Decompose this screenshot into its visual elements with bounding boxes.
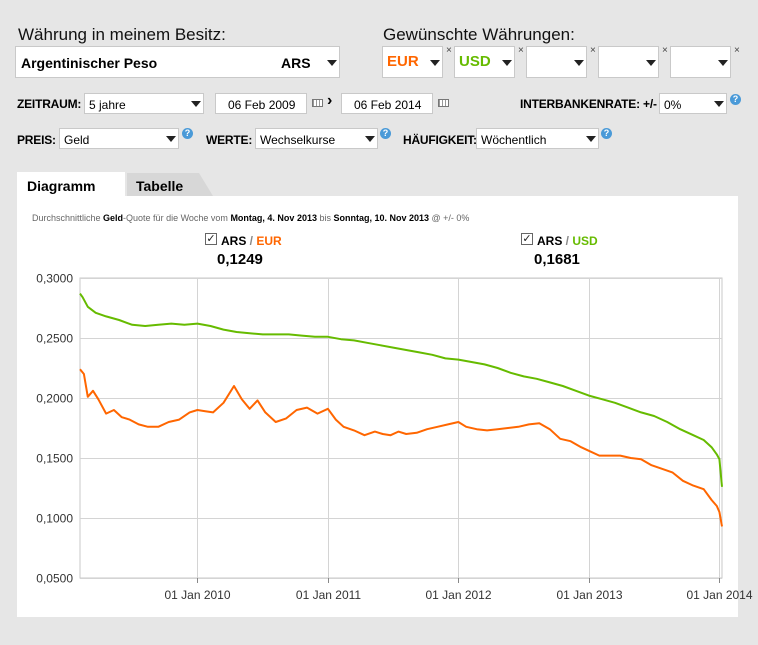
date-from-input[interactable]: 06 Feb 2009 xyxy=(215,93,307,114)
werte-select[interactable]: Wechselkurse xyxy=(255,128,378,149)
date-from-value: 06 Feb 2009 xyxy=(228,98,296,112)
legend-checkbox-eur[interactable]: ✓ xyxy=(205,233,217,245)
owned-currency-select[interactable]: Argentinischer Peso ARS xyxy=(15,46,340,78)
chevron-down-icon xyxy=(714,101,724,107)
zeitraum-select[interactable]: 5 jahre xyxy=(84,93,204,114)
wanted-currency-code-1: EUR xyxy=(387,53,419,70)
remove-currency-1-icon[interactable]: × xyxy=(446,45,452,56)
chevron-down-icon xyxy=(365,136,375,142)
tab-tabelle[interactable]: Tabelle xyxy=(127,173,213,196)
date-to-value: 06 Feb 2014 xyxy=(354,98,422,112)
chevron-down-icon xyxy=(586,136,596,142)
chevron-down-icon xyxy=(166,136,176,142)
zeitraum-label: ZEITRAUM: xyxy=(17,97,82,111)
interbank-value: 0% xyxy=(664,98,682,112)
y-tick-label: 0,2000 xyxy=(36,392,73,406)
x-tick-label: 01 Jan 2013 xyxy=(556,588,622,602)
date-to-input[interactable]: 06 Feb 2014 xyxy=(341,93,433,114)
tab-tabelle-label: Tabelle xyxy=(136,178,184,194)
wanted-currency-select-5[interactable] xyxy=(670,46,731,78)
wanted-currency-select-4[interactable] xyxy=(598,46,659,78)
wanted-currency-select-2[interactable]: USD xyxy=(454,46,515,78)
interbank-label: INTERBANKENRATE: +/- xyxy=(520,97,657,111)
chevron-down-icon xyxy=(574,60,584,66)
legend-value-usd: 0,1681 xyxy=(534,251,580,268)
calendar-icon[interactable] xyxy=(312,99,323,107)
tab-diagramm[interactable]: Diagramm xyxy=(17,172,125,197)
zeitraum-value: 5 jahre xyxy=(89,98,126,112)
plot-frame xyxy=(79,277,723,579)
wanted-currency-select-3[interactable] xyxy=(526,46,587,78)
legend-value-eur: 0,1249 xyxy=(217,251,263,268)
x-tick-label: 01 Jan 2014 xyxy=(686,588,752,602)
chevron-down-icon xyxy=(502,60,512,66)
calendar-icon[interactable] xyxy=(438,99,449,107)
chevron-down-icon xyxy=(191,101,201,107)
owned-currency-name: Argentinischer Peso xyxy=(21,55,158,71)
series-line-ars-eur xyxy=(79,368,723,527)
x-tick-label: 01 Jan 2011 xyxy=(296,588,361,602)
interbank-select[interactable]: 0% xyxy=(659,93,727,114)
series-line-ars-usd xyxy=(79,293,723,487)
preis-label: PREIS: xyxy=(17,133,56,147)
y-tick-label: 0,1000 xyxy=(36,512,73,526)
x-tick-label: 01 Jan 2012 xyxy=(425,588,491,602)
remove-currency-3-icon[interactable]: × xyxy=(590,45,596,56)
x-tick-label: 01 Jan 2010 xyxy=(164,588,230,602)
legend-label-usd: ARS / USD xyxy=(537,234,598,248)
help-icon[interactable]: ? xyxy=(601,128,612,139)
chevron-down-icon xyxy=(327,60,337,66)
help-icon[interactable]: ? xyxy=(380,128,391,139)
chart-panel: Durchschnittliche Geld-Quote für die Woc… xyxy=(17,196,738,617)
y-tick-label: 0,0500 xyxy=(36,572,73,586)
legend-checkbox-usd[interactable]: ✓ xyxy=(521,233,533,245)
help-icon[interactable]: ? xyxy=(182,128,193,139)
wanted-currency-select-1[interactable]: EUR xyxy=(382,46,443,78)
y-tick-label: 0,2500 xyxy=(36,332,73,346)
tab-diagramm-label: Diagramm xyxy=(27,178,96,194)
werte-label: WERTE: xyxy=(206,133,253,147)
legend-label-eur: ARS / EUR xyxy=(221,234,282,248)
help-icon[interactable]: ? xyxy=(730,94,741,105)
preis-select[interactable]: Geld xyxy=(59,128,179,149)
y-tick-label: 0,1500 xyxy=(36,452,73,466)
chevron-down-icon xyxy=(646,60,656,66)
owned-currency-code: ARS xyxy=(281,55,311,71)
wanted-currency-code-2: USD xyxy=(459,53,491,70)
remove-currency-4-icon[interactable]: × xyxy=(662,45,668,56)
wanted-currencies-heading: Gewünschte Währungen: xyxy=(383,25,575,44)
remove-currency-5-icon[interactable]: × xyxy=(734,45,740,56)
chevron-down-icon xyxy=(718,60,728,66)
y-tick-label: 0,3000 xyxy=(36,272,73,286)
chart-subtitle: Durchschnittliche Geld-Quote für die Woc… xyxy=(32,213,470,223)
haeufigkeit-select[interactable]: Wöchentlich xyxy=(476,128,599,149)
preis-value: Geld xyxy=(64,133,90,147)
owned-currency-heading: Währung in meinem Besitz: xyxy=(18,25,226,44)
werte-value: Wechselkurse xyxy=(260,133,336,147)
haeufigkeit-value: Wöchentlich xyxy=(481,133,547,147)
chevron-down-icon xyxy=(430,60,440,66)
haeufigkeit-label: HÄUFIGKEIT: xyxy=(403,133,477,147)
date-range-separator: › xyxy=(327,92,333,109)
remove-currency-2-icon[interactable]: × xyxy=(518,45,524,56)
